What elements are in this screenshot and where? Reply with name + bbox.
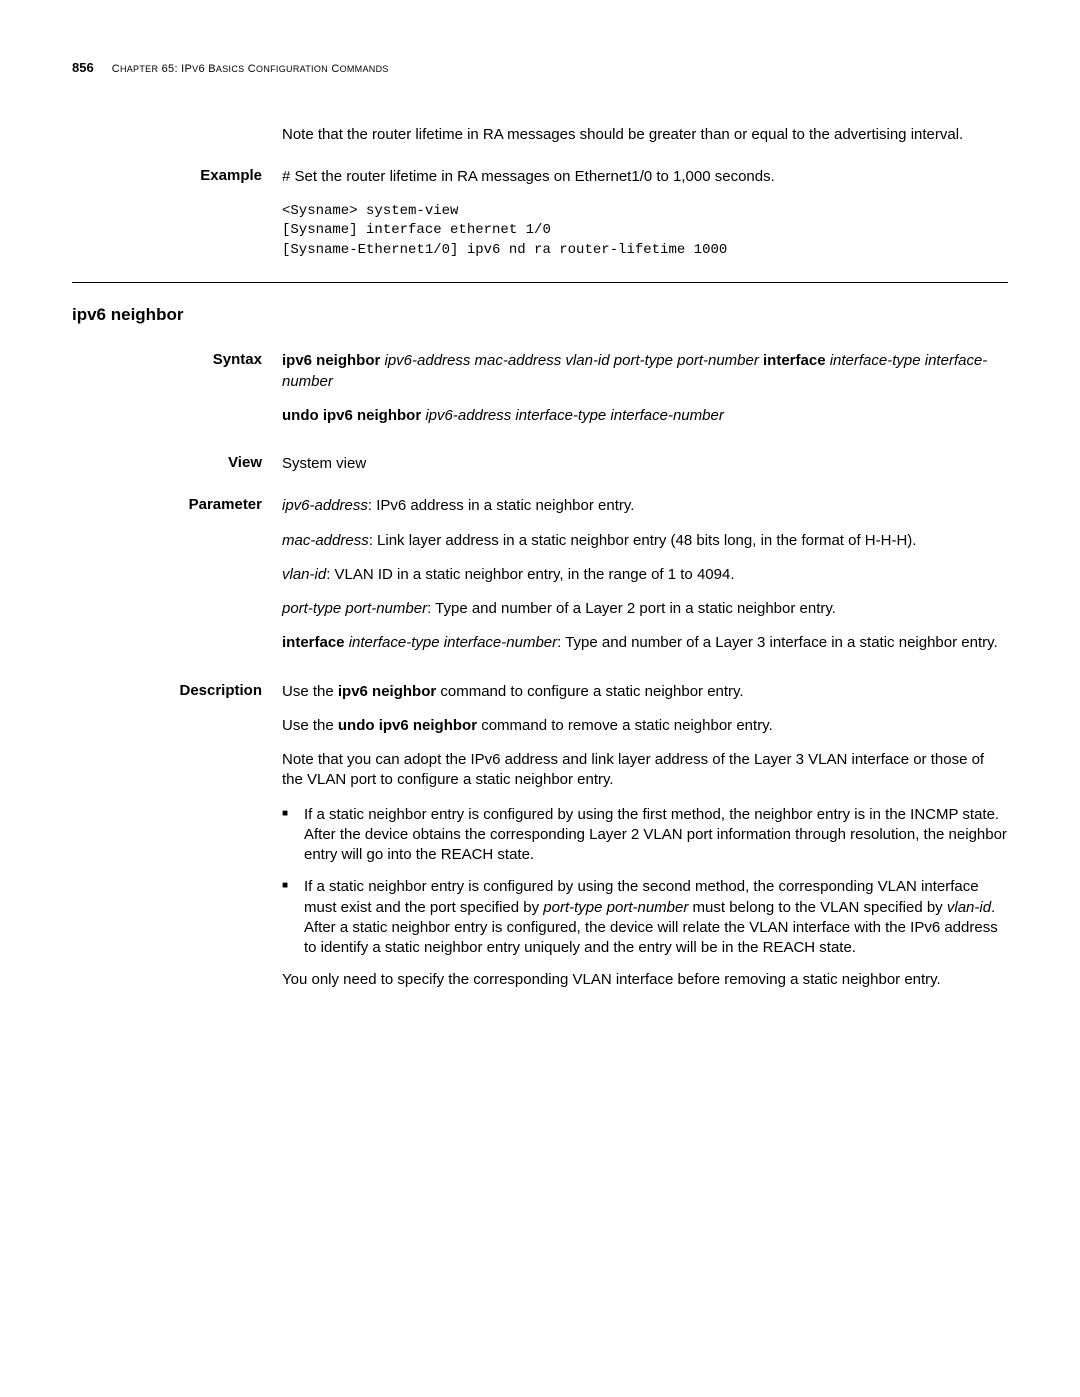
desc-p2: Use the undo ipv6 neighbor command to re… (282, 716, 1008, 736)
intro-note-row: Note that the router lifetime in RA mess… (72, 125, 1008, 145)
param-ipv6-address: ipv6-address: IPv6 address in a static n… (282, 496, 1008, 516)
intro-note: Note that the router lifetime in RA mess… (282, 125, 1008, 145)
description-row: Description Use the ipv6 neighbor comman… (72, 682, 1008, 1005)
desc-p1: Use the ipv6 neighbor command to configu… (282, 682, 1008, 702)
desc-p3: Note that you can adopt the IPv6 address… (282, 750, 1008, 791)
example-row: Example # Set the router lifetime in RA … (72, 167, 1008, 260)
chapter-title: CHAPTER 65: IPV6 BASICS CONFIGURATION CO… (112, 63, 389, 75)
desc-bullet-2: If a static neighbor entry is configured… (282, 877, 1008, 958)
param-interface: interface interface-type interface-numbe… (282, 633, 1008, 653)
example-text: # Set the router lifetime in RA messages… (282, 167, 1008, 187)
desc-p4: You only need to specify the correspondi… (282, 970, 1008, 990)
desc-bullet-list: If a static neighbor entry is configured… (282, 805, 1008, 959)
syntax-line1: ipv6 neighbor ipv6-address mac-address v… (282, 351, 1008, 392)
section-heading: ipv6 neighbor (72, 305, 1008, 325)
page-number: 856 (72, 60, 94, 75)
example-label: Example (72, 167, 282, 260)
syntax-row: Syntax ipv6 neighbor ipv6-address mac-ad… (72, 351, 1008, 440)
syntax-line2: undo ipv6 neighbor ipv6-address interfac… (282, 406, 1008, 426)
desc-bullet-1: If a static neighbor entry is configured… (282, 805, 1008, 866)
syntax-label: Syntax (72, 351, 282, 440)
page-header: 856 CHAPTER 65: IPV6 BASICS CONFIGURATIO… (72, 60, 1008, 75)
view-text: System view (282, 454, 1008, 474)
parameter-row: Parameter ipv6-address: IPv6 address in … (72, 496, 1008, 667)
param-port-type: port-type port-number: Type and number o… (282, 599, 1008, 619)
parameter-label: Parameter (72, 496, 282, 667)
param-vlan-id: vlan-id: VLAN ID in a static neighbor en… (282, 565, 1008, 585)
example-code: <Sysname> system-view [Sysname] interfac… (282, 202, 1008, 261)
view-row: View System view (72, 454, 1008, 474)
description-label: Description (72, 682, 282, 1005)
param-mac-address: mac-address: Link layer address in a sta… (282, 531, 1008, 551)
section-divider (72, 282, 1008, 283)
view-label: View (72, 454, 282, 474)
